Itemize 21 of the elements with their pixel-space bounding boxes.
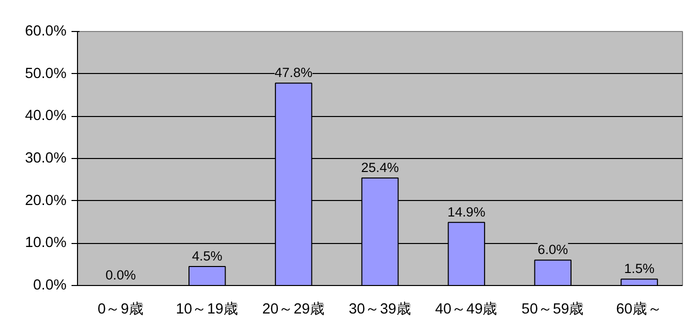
- x-tick-label: 40～49歳: [435, 300, 498, 318]
- data-label: 6.0%: [538, 242, 568, 258]
- data-label: 4.5%: [192, 248, 222, 264]
- data-label: 1.5%: [624, 261, 655, 276]
- x-tick-label: 50～59歳: [522, 300, 584, 318]
- data-label: 0.0%: [106, 268, 136, 282]
- y-tick-label: 50.0%: [24, 66, 67, 82]
- y-tick-label: 20.0%: [24, 192, 67, 209]
- y-tick-label: 40.0%: [24, 108, 67, 124]
- data-label: 14.9%: [448, 204, 486, 220]
- x-tick-label: 60歳～: [616, 300, 662, 318]
- x-tick-label: 30～39歳: [348, 300, 412, 318]
- y-tick-label: 30.0%: [24, 150, 67, 166]
- data-label: 47.8%: [274, 65, 313, 80]
- data-label: 25.4%: [361, 160, 400, 175]
- x-tick-label: 20～29歳: [262, 300, 325, 318]
- x-tick-label: 0～9歳: [98, 300, 144, 318]
- y-tick-label: 60.0%: [24, 24, 67, 40]
- y-tick-label: 0.0%: [33, 278, 66, 294]
- x-tick-label: 10～19歳: [176, 300, 238, 318]
- y-tick-label: 10.0%: [24, 235, 67, 252]
